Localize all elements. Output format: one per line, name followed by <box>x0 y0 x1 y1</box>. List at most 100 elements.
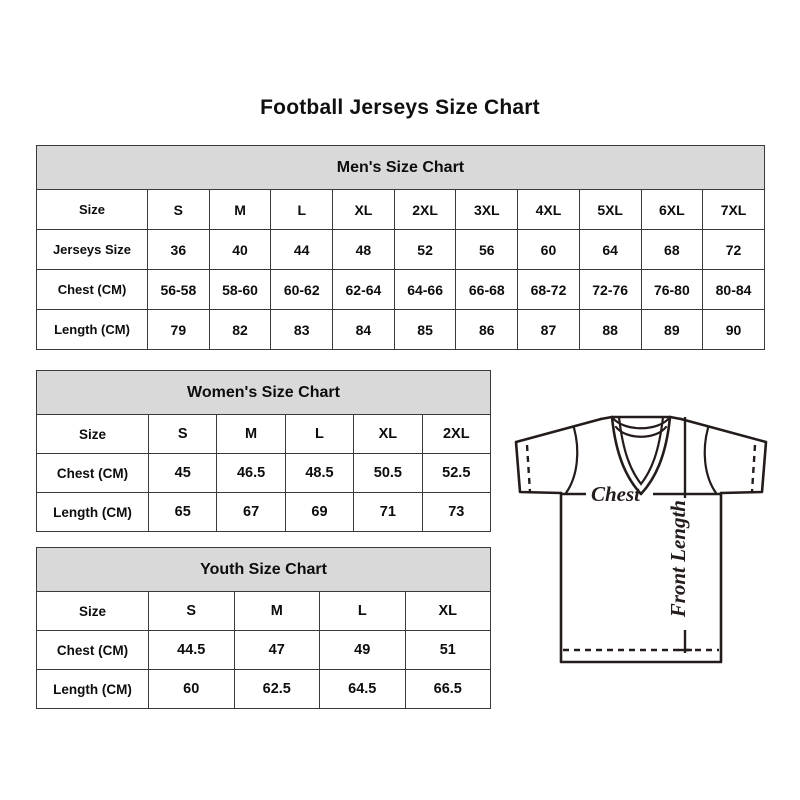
table-cell: 60 <box>148 669 235 709</box>
table-cell: 64 <box>578 229 642 270</box>
row-label-chest: Chest (CM) <box>36 630 149 670</box>
table-cell: 66-68 <box>455 269 519 310</box>
table-cell: 64-66 <box>393 269 457 310</box>
table-caption-row: Youth Size Chart <box>35 547 492 592</box>
row-label-chest: Chest (CM) <box>36 269 148 310</box>
row-label-length: Length (CM) <box>36 309 148 350</box>
table-header-row: Size S M L XL 2XL <box>36 414 491 454</box>
column-header-s: S <box>147 189 210 230</box>
table-cell: 40 <box>208 229 272 270</box>
table-cell: 48.5 <box>284 453 355 493</box>
front-length-measure-label: Front Length <box>666 500 690 618</box>
table-cell: 73 <box>421 492 491 532</box>
womens-table-caption: Women's Size Chart <box>36 370 491 415</box>
table-cell: 48 <box>332 229 395 270</box>
youth-table-caption: Youth Size Chart <box>35 547 492 592</box>
table-cell: 85 <box>393 309 457 350</box>
table-cell: 46.5 <box>216 453 286 493</box>
table-row: Length (CM) 65 67 69 71 73 <box>36 492 491 532</box>
column-header-l: L <box>319 591 406 631</box>
jersey-body-outline <box>559 491 723 664</box>
table-cell: 69 <box>284 492 355 532</box>
table-cell: 44 <box>270 229 334 270</box>
table-cell: 52.5 <box>421 453 491 493</box>
column-header-size: Size <box>36 414 149 454</box>
chest-measure-label: Chest <box>591 482 641 506</box>
table-cell: 82 <box>208 309 272 350</box>
column-header-xl: XL <box>353 414 423 454</box>
table-cell: 56-58 <box>147 269 210 310</box>
column-header-l: L <box>270 189 334 230</box>
table-cell: 64.5 <box>319 669 406 709</box>
collar-arc-upper <box>610 415 672 430</box>
table-cell: 36 <box>147 229 210 270</box>
column-header-m: M <box>216 414 286 454</box>
row-label-chest: Chest (CM) <box>36 453 149 493</box>
table-cell: 84 <box>332 309 395 350</box>
table-cell: 72 <box>702 229 765 270</box>
table-header-row: Size S M L XL 2XL 3XL 4XL 5XL 6XL 7XL <box>36 189 765 230</box>
table-cell: 67 <box>216 492 286 532</box>
mens-table-caption: Men's Size Chart <box>36 145 765 190</box>
table-cell: 68 <box>640 229 704 270</box>
table-cell: 90 <box>702 309 765 350</box>
column-header-s: S <box>148 591 235 631</box>
column-header-size: Size <box>36 591 149 631</box>
table-cell: 76-80 <box>640 269 704 310</box>
table-cell: 56 <box>455 229 519 270</box>
column-header-l: L <box>284 414 355 454</box>
table-cell: 44.5 <box>148 630 235 670</box>
right-cuff-stitch-line <box>750 444 757 493</box>
row-label-jerseys-size: Jerseys Size <box>36 229 148 270</box>
table-cell: 65 <box>147 492 218 532</box>
column-header-2xl: 2XL <box>421 414 491 454</box>
column-header-xl: XL <box>332 189 395 230</box>
table-cell: 71 <box>353 492 423 532</box>
jersey-measurement-diagram: Chest Front Length <box>498 398 784 690</box>
table-cell: 80-84 <box>702 269 765 310</box>
left-cuff-stitch-line <box>525 444 532 493</box>
table-caption-row: Women's Size Chart <box>36 370 491 415</box>
page-title: Football Jerseys Size Chart <box>260 96 540 119</box>
table-cell: 87 <box>517 309 580 350</box>
mens-size-table: Men's Size Chart Size S M L XL 2XL 3XL 4… <box>36 145 765 350</box>
table-cell: 68-72 <box>517 269 580 310</box>
column-header-3xl: 3XL <box>455 189 519 230</box>
table-caption-row: Men's Size Chart <box>36 145 765 190</box>
table-cell: 52 <box>393 229 457 270</box>
table-cell: 88 <box>578 309 642 350</box>
column-header-4xl: 4XL <box>517 189 580 230</box>
column-header-7xl: 7XL <box>702 189 765 230</box>
table-cell: 60-62 <box>270 269 334 310</box>
table-row: Chest (CM) 45 46.5 48.5 50.5 52.5 <box>36 453 491 493</box>
table-cell: 58-60 <box>208 269 272 310</box>
table-cell: 62-64 <box>332 269 395 310</box>
table-cell: 60 <box>517 229 580 270</box>
table-row: Chest (CM) 44.5 47 49 51 <box>36 630 492 670</box>
table-cell: 49 <box>319 630 406 670</box>
right-shoulder-line <box>668 415 683 421</box>
column-header-m: M <box>208 189 272 230</box>
right-sleeve-seam <box>703 426 718 495</box>
womens-size-table: Women's Size Chart Size S M L XL 2XL Che… <box>36 370 491 532</box>
column-header-5xl: 5XL <box>578 189 642 230</box>
table-cell: 50.5 <box>353 453 423 493</box>
table-cell: 62.5 <box>233 669 320 709</box>
table-cell: 83 <box>270 309 334 350</box>
table-cell: 66.5 <box>404 669 492 709</box>
table-row: Jerseys Size 36 40 44 48 52 56 60 64 68 … <box>36 229 765 270</box>
row-label-length: Length (CM) <box>36 492 149 532</box>
column-header-xl: XL <box>404 591 492 631</box>
left-sleeve-seam <box>564 426 579 495</box>
column-header-size: Size <box>36 189 148 230</box>
column-header-m: M <box>233 591 320 631</box>
table-cell: 86 <box>455 309 519 350</box>
left-shoulder-line <box>599 415 614 421</box>
youth-size-table: Youth Size Chart Size S M L XL Chest (CM… <box>35 547 492 709</box>
vneck-outer-collar <box>610 415 672 496</box>
table-cell: 89 <box>640 309 704 350</box>
table-cell: 47 <box>233 630 320 670</box>
table-cell: 72-76 <box>578 269 642 310</box>
column-header-2xl: 2XL <box>393 189 457 230</box>
column-header-6xl: 6XL <box>640 189 704 230</box>
